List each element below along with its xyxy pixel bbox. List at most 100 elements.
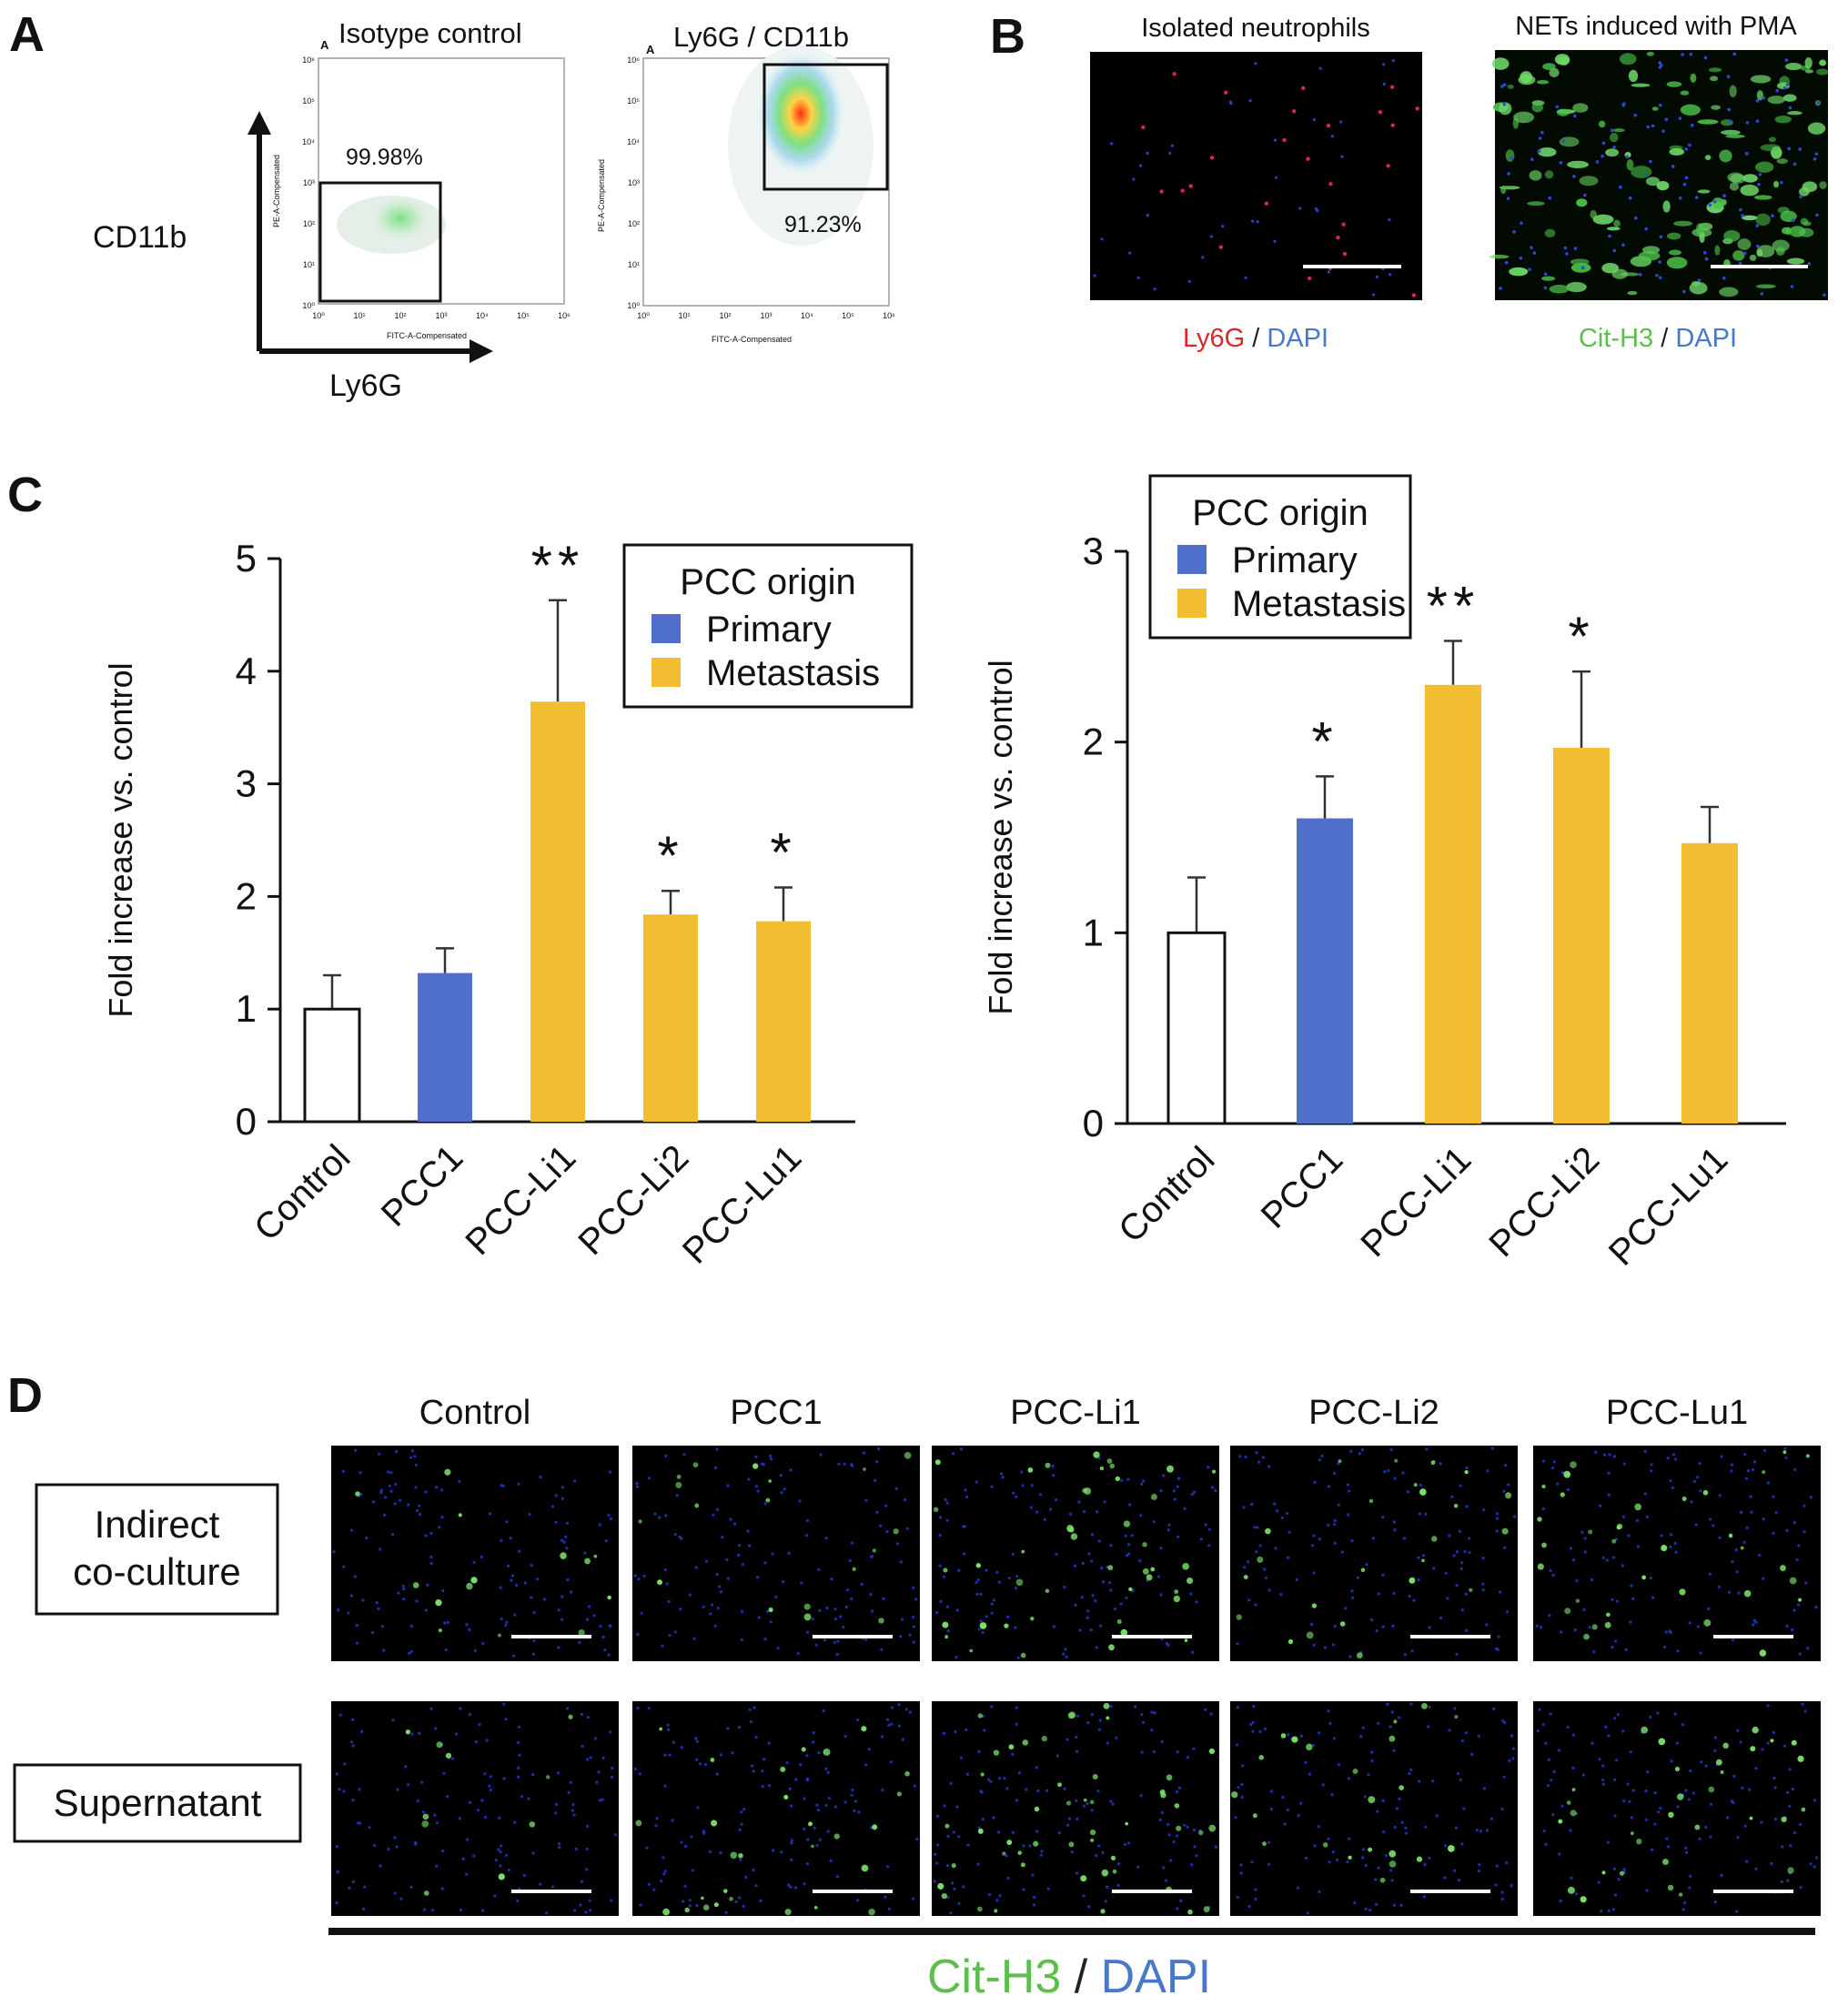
nucleus xyxy=(1754,1767,1758,1770)
nucleus xyxy=(938,1533,942,1537)
net-structure xyxy=(1549,67,1560,78)
nucleus xyxy=(844,1605,848,1609)
nucleus xyxy=(1682,289,1686,294)
nucleus xyxy=(1091,1594,1095,1598)
nucleus xyxy=(818,1838,822,1841)
nucleus xyxy=(1192,1747,1196,1750)
nucleus xyxy=(1543,286,1548,290)
nucleus xyxy=(539,1882,542,1886)
nucleus xyxy=(1684,1846,1688,1850)
y-tick-label: 10¹ xyxy=(628,260,640,269)
nucleus xyxy=(1661,129,1665,133)
nucleus xyxy=(763,1561,767,1565)
nucleus xyxy=(1571,1558,1576,1562)
nucleus xyxy=(1760,1820,1763,1824)
nucleus xyxy=(1453,1707,1457,1710)
nucleus xyxy=(1015,1799,1019,1802)
nucleus xyxy=(1073,1564,1077,1568)
cit-h3-spot xyxy=(657,1579,662,1586)
nucleus xyxy=(1752,1623,1755,1627)
nucleus xyxy=(1598,1758,1601,1761)
nucleus xyxy=(398,1498,402,1502)
nucleus xyxy=(942,1731,945,1735)
nucleus xyxy=(845,1588,850,1592)
nucleus xyxy=(1264,1576,1267,1580)
micrograph-background xyxy=(1533,1701,1821,1916)
nucleus xyxy=(738,1896,742,1900)
nucleus xyxy=(724,1910,728,1914)
nucleus xyxy=(762,1463,766,1467)
nucleus xyxy=(945,1864,950,1868)
nucleus xyxy=(1669,1545,1672,1549)
nucleus xyxy=(1646,1770,1650,1774)
y-tick-label: 10³ xyxy=(303,178,315,187)
cit-h3-spot xyxy=(1311,1603,1318,1608)
nucleus xyxy=(671,1819,674,1822)
nucleus xyxy=(1175,1834,1179,1838)
nucleus xyxy=(1561,138,1565,143)
nucleus xyxy=(1104,1900,1107,1903)
nucleus xyxy=(1408,1594,1411,1598)
nucleus xyxy=(1446,1597,1449,1600)
nucleus xyxy=(1101,1850,1105,1855)
nucleus xyxy=(1601,1779,1605,1782)
cit-h3-spot xyxy=(702,1904,710,1911)
nucleus xyxy=(964,1488,967,1492)
nucleus xyxy=(1660,1534,1663,1537)
net-structure xyxy=(1673,220,1693,227)
nucleus xyxy=(805,1518,810,1523)
nucleus xyxy=(732,1522,737,1526)
nucleus xyxy=(1025,1788,1028,1791)
net-structure xyxy=(1544,170,1554,179)
nucleus xyxy=(581,1744,584,1749)
net-structure xyxy=(1729,85,1737,98)
nucleus xyxy=(565,1521,569,1525)
nucleus xyxy=(1503,1546,1507,1549)
nucleus xyxy=(1465,1505,1469,1508)
nucleus xyxy=(1256,219,1259,224)
nucleus xyxy=(1172,1840,1176,1844)
nucleus xyxy=(1771,214,1774,218)
nucleus xyxy=(1583,1537,1587,1540)
significance-marker: * xyxy=(1568,606,1594,667)
nucleus xyxy=(1669,1479,1672,1483)
nucleus xyxy=(1459,1561,1464,1565)
nucleus xyxy=(1273,239,1277,244)
nucleus xyxy=(550,1885,555,1889)
nucleus xyxy=(574,1847,578,1851)
significance-marker: * xyxy=(770,822,796,882)
nucleus xyxy=(756,1576,760,1579)
nucleus xyxy=(945,1605,949,1608)
cit-h3-spot xyxy=(893,1528,899,1535)
nucleus xyxy=(683,1884,687,1888)
nucleus xyxy=(1103,1500,1106,1504)
nucleus xyxy=(360,1729,364,1734)
nucleus xyxy=(754,1485,758,1488)
nucleus xyxy=(530,1596,533,1599)
nucleus xyxy=(1312,117,1317,122)
nucleus xyxy=(1109,1588,1113,1592)
nucleus xyxy=(1752,1618,1756,1622)
nucleus xyxy=(528,1513,531,1517)
cit-h3-spot xyxy=(861,1864,869,1872)
nucleus xyxy=(962,1885,965,1889)
nucleus xyxy=(1762,1517,1765,1521)
cit-h3-spot xyxy=(1002,1851,1006,1856)
net-structure xyxy=(1531,102,1544,113)
nucleus xyxy=(474,1740,479,1744)
nucleus xyxy=(1068,1512,1073,1516)
nucleus xyxy=(1549,1568,1552,1573)
nucleus xyxy=(1458,1529,1461,1533)
nucleus xyxy=(1383,1470,1387,1474)
nucleus xyxy=(911,1897,915,1900)
nucleus xyxy=(1541,1723,1545,1727)
bar-pcc-li2 xyxy=(1553,747,1610,1124)
cit-h3-spot xyxy=(1797,1755,1804,1762)
nucleus xyxy=(1055,1754,1060,1758)
gate-box xyxy=(762,63,889,191)
legend-entry: Metastasis xyxy=(706,653,880,693)
row-label-box xyxy=(13,1763,302,1843)
nucleus xyxy=(1727,1590,1732,1594)
nucleus xyxy=(1513,1515,1517,1518)
